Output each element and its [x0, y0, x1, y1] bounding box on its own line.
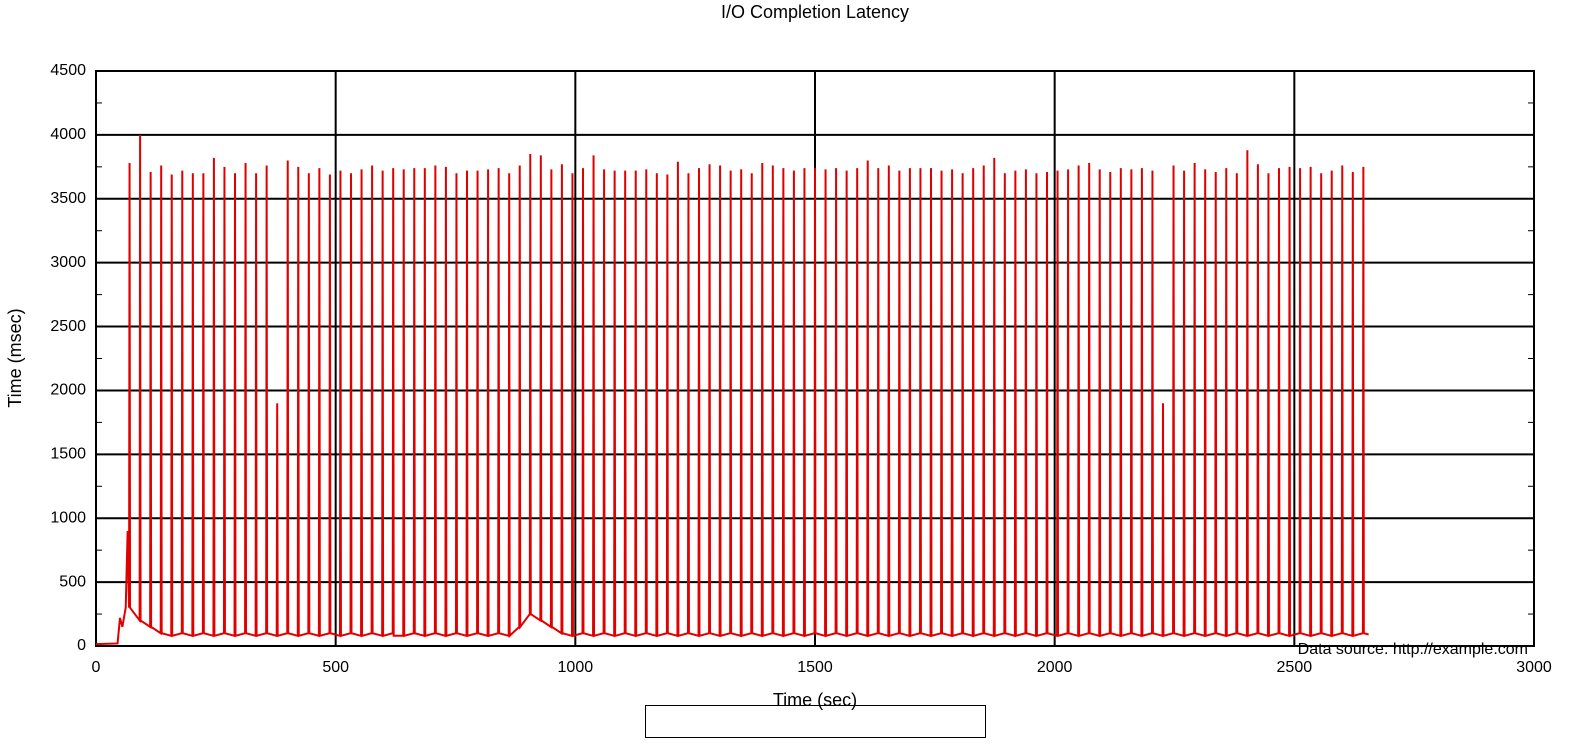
y-tick-label: 1000: [50, 509, 86, 526]
plot-frame: [95, 70, 1535, 647]
y-tick-label: 1500: [50, 446, 86, 463]
y-tick-label: 4500: [50, 62, 86, 79]
y-tick-label: 500: [59, 573, 86, 590]
x-tick-label: 0: [92, 659, 101, 676]
x-tick-label: 500: [322, 659, 349, 676]
chart-title: I/O Completion Latency: [721, 2, 909, 22]
x-tick-label: 3000: [1516, 659, 1552, 676]
legend-box: [645, 705, 986, 738]
x-tick-label: 1500: [797, 659, 833, 676]
y-tick-label: 3000: [50, 254, 86, 271]
y-tick-label: 0: [77, 637, 86, 654]
annotation: Data source: http://example.com: [1298, 641, 1528, 658]
y-tick-label: 2000: [50, 382, 86, 399]
y-axis-label: Time (msec): [5, 308, 25, 407]
y-tick-label: 2500: [50, 318, 86, 335]
y-tick-label: 3500: [50, 190, 86, 207]
data-line: [95, 134, 1369, 646]
x-tick-label: 2500: [1277, 659, 1313, 676]
x-axis-label: Time (sec): [773, 690, 857, 710]
x-tick-label: 2000: [1037, 659, 1073, 676]
y-tick-label: 4000: [50, 126, 86, 143]
x-tick-label: 1000: [558, 659, 594, 676]
